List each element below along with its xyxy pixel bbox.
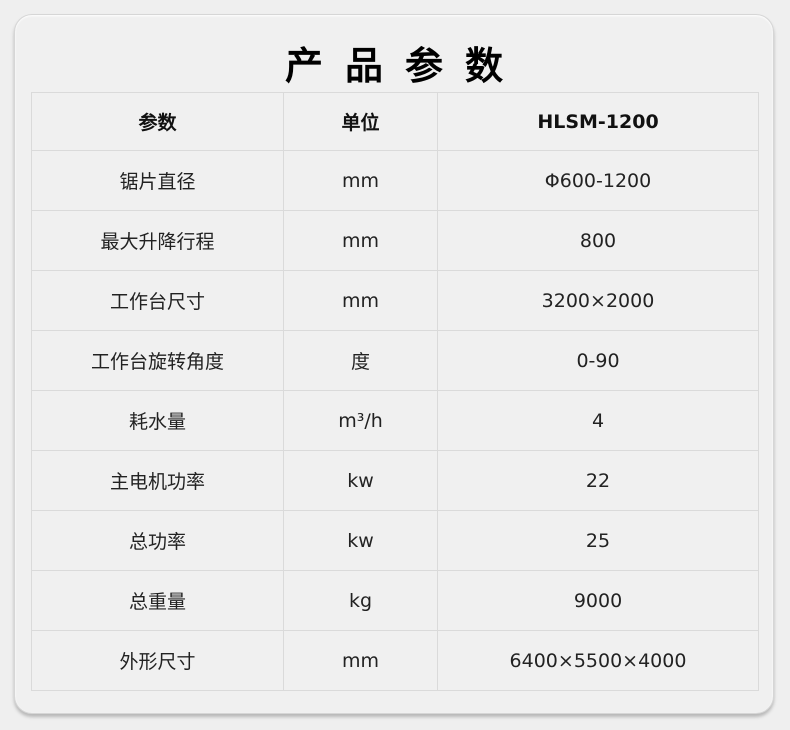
cell-value: 22	[437, 450, 759, 511]
cell-param: 外形尺寸	[31, 630, 284, 691]
table-row: 外形尺寸 mm 6400×5500×4000	[31, 630, 759, 691]
table-header-row: 参数 单位 HLSM-1200	[31, 92, 759, 151]
table-row: 耗水量 m³/h 4	[31, 390, 759, 451]
cell-param: 工作台尺寸	[31, 270, 284, 331]
cell-value: 6400×5500×4000	[437, 630, 759, 691]
table-row: 总重量 kg 9000	[31, 570, 759, 631]
cell-param: 主电机功率	[31, 450, 284, 511]
cell-unit: m³/h	[283, 390, 438, 451]
table-row: 锯片直径 mm Φ600-1200	[31, 150, 759, 211]
header-unit: 单位	[283, 92, 438, 151]
cell-unit: mm	[283, 150, 438, 211]
header-param: 参数	[31, 92, 284, 151]
table-row: 主电机功率 kw 22	[31, 450, 759, 511]
cell-unit: 度	[283, 330, 438, 391]
cell-value: 25	[437, 510, 759, 571]
page-title: 产品参数	[284, 44, 525, 88]
cell-param: 锯片直径	[31, 150, 284, 211]
cell-param: 总功率	[31, 510, 284, 571]
cell-param: 最大升降行程	[31, 210, 284, 271]
table-row: 总功率 kw 25	[31, 510, 759, 571]
cell-value: Φ600-1200	[437, 150, 759, 211]
cell-value: 3200×2000	[437, 270, 759, 331]
cell-unit: mm	[283, 630, 438, 691]
cell-value: 0-90	[437, 330, 759, 391]
table-row: 工作台尺寸 mm 3200×2000	[31, 270, 759, 331]
cell-param: 工作台旋转角度	[31, 330, 284, 391]
cell-value: 800	[437, 210, 759, 271]
cell-unit: kw	[283, 510, 438, 571]
cell-unit: kw	[283, 450, 438, 511]
cell-unit: mm	[283, 270, 438, 331]
spec-table: 参数 单位 HLSM-1200 锯片直径 mm Φ600-1200 最大升降行程 mm 8…	[31, 92, 759, 691]
cell-unit: mm	[283, 210, 438, 271]
table-row: 最大升降行程 mm 800	[31, 210, 759, 271]
cell-value: 9000	[437, 570, 759, 631]
cell-param: 耗水量	[31, 390, 284, 451]
cell-value: 4	[437, 390, 759, 451]
header-model: HLSM-1200	[437, 92, 759, 151]
table-row: 工作台旋转角度度 0-90	[31, 330, 759, 391]
cell-unit: kg	[283, 570, 438, 631]
cell-param: 总重量	[31, 570, 284, 631]
